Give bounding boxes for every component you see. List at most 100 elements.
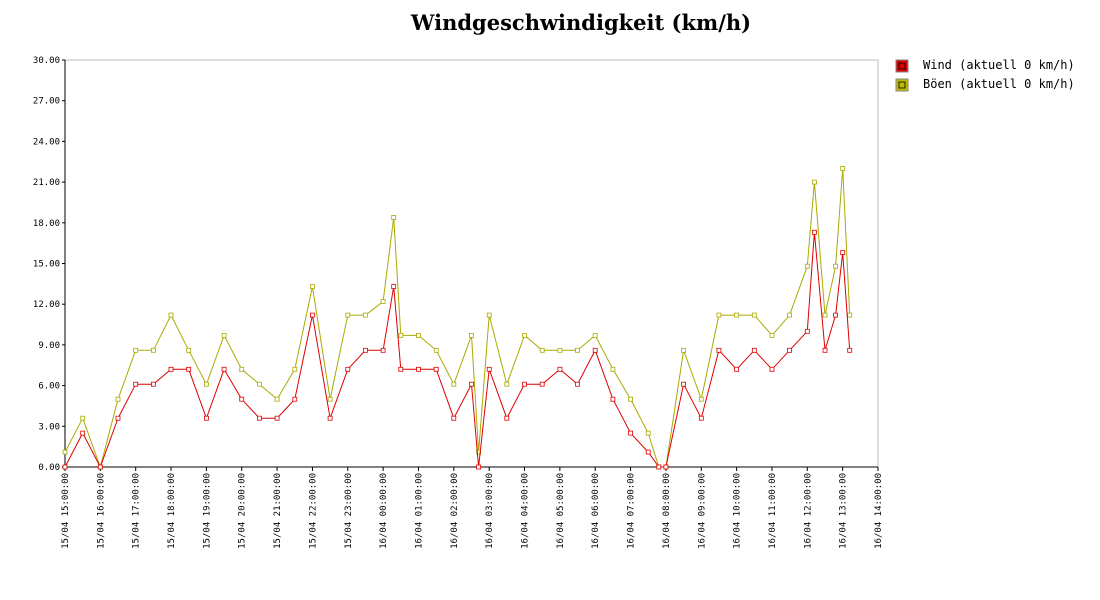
- gusts-point: [433, 347, 439, 353]
- gusts-point: [812, 179, 817, 185]
- gusts-point: [327, 396, 333, 402]
- wind-point: [416, 366, 421, 372]
- gusts-point: [610, 366, 616, 372]
- gusts-point: [391, 214, 397, 220]
- x-tick-label: 16/04 05:00:00: [556, 473, 566, 549]
- wind-point: [734, 366, 739, 372]
- gusts-point: [840, 166, 846, 171]
- wind-point: [833, 312, 838, 318]
- wind-point: [787, 347, 792, 353]
- gusts-point: [734, 312, 739, 318]
- gusts-point: [539, 347, 545, 353]
- y-tick-label: 9.00: [38, 341, 60, 351]
- y-tick-label: 0.00: [38, 463, 60, 473]
- gusts-point: [769, 332, 775, 338]
- gusts-point: [239, 366, 245, 372]
- wind-point: [150, 381, 156, 387]
- wind-point: [698, 415, 704, 421]
- legend: Wind (aktuell 0 km/h) Böen (aktuell 0 km…: [895, 58, 1075, 92]
- y-tick-label: 30.00: [33, 56, 60, 66]
- wind-point: [391, 284, 397, 290]
- gusts-point: [698, 396, 704, 402]
- wind-point: [822, 347, 828, 353]
- y-tick-label: 15.00: [33, 260, 60, 270]
- gusts-point: [522, 332, 527, 338]
- gusts-point: [504, 381, 510, 387]
- legend-label-gusts: Böen (aktuell 0 km/h): [923, 77, 1075, 91]
- wind-point: [469, 381, 474, 387]
- gusts-point: [822, 312, 828, 318]
- gusts-point: [575, 347, 580, 353]
- wind-point: [656, 464, 662, 470]
- gusts-point: [345, 312, 351, 318]
- x-tick-label: 16/04 11:00:00: [768, 473, 778, 549]
- x-axis-ticks: 15/04 15:00:00 15/04 16:00:00 15/04 17:00:…: [61, 467, 884, 549]
- y-tick-label: 21.00: [33, 178, 60, 188]
- wind-point: [398, 366, 404, 372]
- wind-point: [486, 366, 492, 372]
- gusts-point: [681, 347, 686, 353]
- wind-point: [476, 464, 482, 470]
- wind-point: [592, 347, 598, 353]
- wind-point: [751, 347, 757, 353]
- gusts-point: [592, 332, 598, 338]
- wind-point: [115, 415, 121, 421]
- wind-point: [840, 250, 846, 256]
- legend-label-wind: Wind (aktuell 0 km/h): [923, 58, 1075, 72]
- wind-point: [80, 430, 86, 436]
- wind-point: [663, 464, 669, 470]
- gusts-point: [80, 415, 86, 421]
- gusts-point: [645, 430, 651, 436]
- wind-point: [345, 366, 351, 372]
- x-tick-label: 15/04 15:00:00: [61, 473, 71, 549]
- y-tick-label: 12.00: [33, 300, 60, 310]
- plot-frame: [64, 59, 879, 468]
- x-tick-label: 16/04 00:00:00: [379, 473, 389, 549]
- wind-point: [62, 464, 68, 470]
- y-tick-label: 3.00: [38, 422, 60, 432]
- gusts-point: [133, 347, 139, 353]
- x-tick-label: 16/04 04:00:00: [521, 473, 531, 549]
- gusts-point: [363, 312, 368, 318]
- wind-line: [64, 232, 851, 469]
- wind-point: [451, 415, 457, 421]
- x-tick-label: 16/04 09:00:00: [697, 473, 707, 549]
- x-tick-label: 15/04 23:00:00: [344, 473, 354, 549]
- gusts-point: [751, 312, 757, 318]
- legend-swatch-wind: [895, 59, 909, 73]
- wind-point: [610, 396, 616, 402]
- wind-point: [186, 366, 192, 372]
- series-wind: [62, 229, 853, 470]
- wind-point: [239, 396, 245, 402]
- wind-point: [539, 381, 545, 387]
- gusts-point: [628, 396, 633, 402]
- x-tick-label: 16/04 07:00:00: [627, 473, 637, 549]
- series-gusts: [62, 166, 853, 470]
- gusts-point: [833, 263, 838, 269]
- x-tick-label: 15/04 21:00:00: [273, 473, 283, 549]
- x-tick-label: 16/04 08:00:00: [662, 473, 672, 549]
- wind-point: [716, 347, 722, 353]
- wind-point: [522, 381, 527, 387]
- gusts-point: [469, 332, 474, 338]
- gusts-point: [416, 332, 421, 338]
- y-tick-label: 18.00: [33, 219, 60, 229]
- wind-point: [309, 312, 315, 318]
- x-tick-label: 16/04 14:00:00: [874, 473, 884, 549]
- gusts-point: [804, 263, 810, 269]
- x-tick-label: 15/04 22:00:00: [308, 473, 318, 549]
- wind-point: [557, 366, 563, 372]
- x-tick-label: 16/04 01:00:00: [414, 473, 424, 549]
- gusts-point: [274, 396, 280, 402]
- gusts-line: [64, 168, 851, 469]
- wind-point: [97, 464, 103, 470]
- wind-point: [327, 415, 333, 421]
- wind-point: [380, 347, 386, 353]
- wind-point: [575, 381, 580, 387]
- wind-point: [433, 366, 439, 372]
- wind-point: [504, 415, 510, 421]
- x-tick-label: 16/04 13:00:00: [839, 473, 849, 549]
- gusts-point: [221, 332, 227, 338]
- x-tick-label: 16/04 03:00:00: [485, 473, 495, 549]
